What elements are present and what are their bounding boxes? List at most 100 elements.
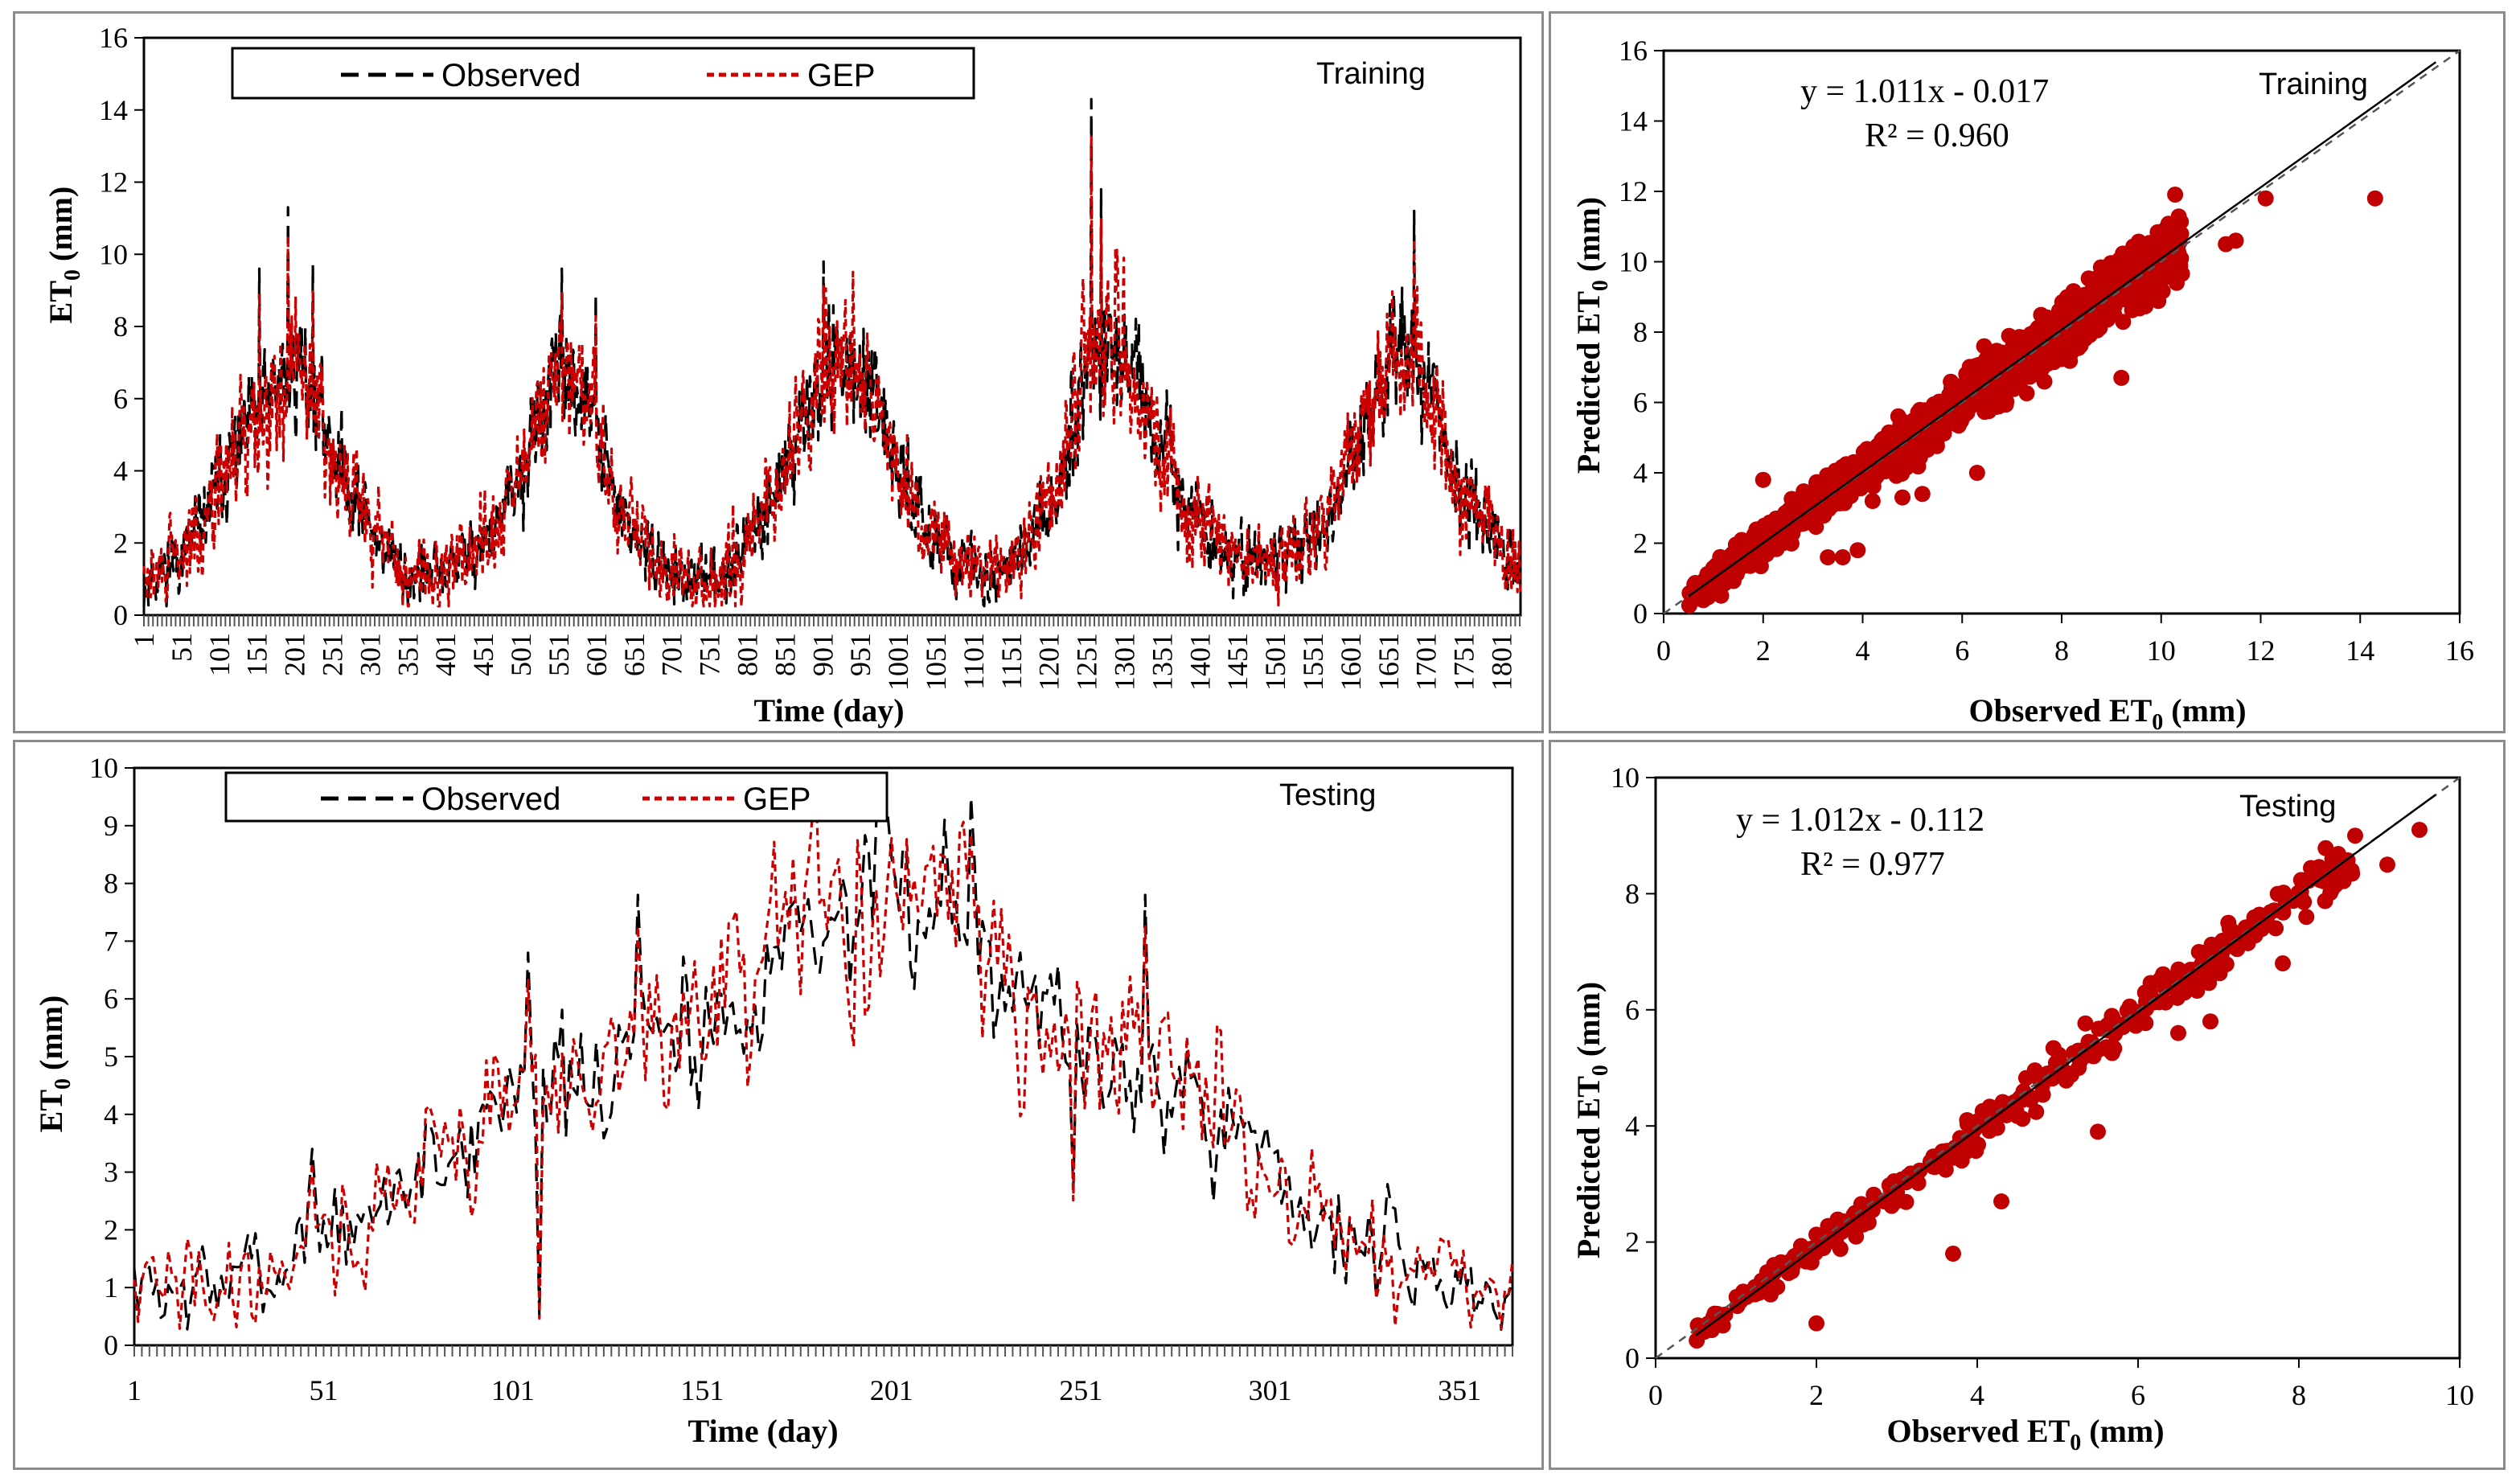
scatter-point: [2057, 294, 2074, 310]
x-axis-label: Observed ET0 (mm): [1886, 1413, 2164, 1455]
scatter-point: [1712, 548, 1729, 565]
scatter-point: [2070, 304, 2087, 321]
scatter-point: [2214, 945, 2231, 962]
scatter-point: [2298, 909, 2315, 926]
panel-note-training: Training: [2259, 68, 2368, 101]
x-tick-label: 101: [203, 633, 236, 676]
testing-scatter-plot: 0 2 4 6 8 10 0 2 4 6 8 10: [1611, 762, 2474, 1411]
scatter-point: [1986, 360, 2003, 377]
x-tick-label: 1051: [920, 633, 952, 691]
x-tick-label: 1101: [958, 633, 990, 690]
x-tick-label: 651: [618, 633, 651, 676]
legend: Observed GEP: [231, 47, 975, 100]
series-gep: [142, 133, 1522, 608]
y-tick-label: 2: [1633, 528, 1648, 560]
y-tick-label: 4: [104, 1098, 118, 1131]
plot-frame: [133, 766, 1514, 1347]
scatter-point: [1761, 514, 1778, 531]
scatter-point: [2136, 295, 2153, 312]
y-tick-label: 4: [1625, 1110, 1640, 1142]
x-tick-label: 1151: [995, 633, 1028, 690]
y-tick-label: 12: [1619, 175, 1648, 207]
y-tick-label: 7: [104, 925, 118, 957]
scatter-point: [2173, 265, 2190, 282]
training-timeseries-panel: 0 2 4 6 8 10 12 14 16 1 51 101 151 201 251 301 351 401 451…: [13, 11, 1544, 733]
x-tick-label: 10: [2147, 634, 2176, 667]
x-tick-label: 501: [505, 633, 537, 676]
scatter-point: [1993, 1193, 2009, 1210]
scatter-point: [2027, 362, 2044, 379]
y-tick-label: 4: [1633, 457, 1648, 489]
scatter-point: [1864, 493, 1881, 509]
scatter-point: [1730, 542, 1746, 559]
scatter-point: [2076, 286, 2093, 303]
scatter-point: [1888, 467, 1905, 484]
scatter-point: [2060, 334, 2077, 351]
y-tick-label: 2: [1625, 1226, 1640, 1258]
scatter-point: [1980, 403, 1997, 420]
y-tick-label: 4: [113, 455, 128, 487]
scatter-point: [2199, 974, 2216, 991]
panel-note-training: Training: [1316, 57, 1426, 91]
x-tick-label: 6: [2131, 1379, 2145, 1411]
scatter-point: [2103, 306, 2120, 322]
x-tick-label: 101: [491, 1374, 535, 1406]
scatter-point: [2028, 1103, 2045, 1120]
scatter-point: [2169, 252, 2186, 269]
scatter-point: [2117, 256, 2134, 273]
y-tick-label: 12: [99, 166, 128, 199]
scatter-point: [2170, 961, 2187, 978]
training-scatter-chart: 0 2 4 6 8 10 12 14 16 0 2 4 6 8 10 12 14 16 Predicted ET0…: [1570, 35, 2474, 735]
x-tick-label: 0: [1656, 634, 1671, 667]
x-tick-label: 4: [1856, 634, 1870, 667]
scatter-point: [1908, 444, 1925, 461]
x-tick-label: 1251: [1071, 633, 1103, 691]
y-tick-label: 8: [113, 310, 128, 343]
y-tick-label: 10: [1611, 762, 1640, 794]
scatter-point: [1834, 549, 1851, 565]
legend-observed-label: Observed: [421, 782, 560, 817]
scatter-point: [2005, 360, 2021, 377]
y-tick-label: 0: [104, 1329, 118, 1361]
scatter-point: [2311, 859, 2328, 876]
y-tick-label: 14: [99, 94, 128, 126]
scatter-point: [2170, 1024, 2186, 1041]
x-axis-label: Time (day): [687, 1413, 838, 1449]
training-scatter-panel: 0 2 4 6 8 10 12 14 16 0 2 4 6 8 10 12 14 16 Predicted ET0…: [1549, 11, 2506, 735]
scatter-point: [1960, 376, 1977, 393]
scatter-point: [2018, 385, 2035, 402]
y-tick-label: 2: [104, 1213, 118, 1246]
scatter-point: [2189, 983, 2206, 999]
y-tick-label: 5: [104, 1041, 118, 1073]
scatter-point: [2366, 190, 2383, 207]
y-tick-label: 8: [104, 868, 118, 900]
y-tick-label: 0: [1625, 1342, 1640, 1374]
scatter-point: [1825, 1230, 1842, 1246]
scatter-point: [1994, 1094, 2011, 1110]
y-tick-label: 0: [113, 599, 128, 631]
legend-gep-label: GEP: [743, 782, 811, 817]
scatter-point: [1849, 542, 1866, 559]
scatter-point: [1910, 1175, 1927, 1192]
x-tick-label: 1: [127, 1374, 142, 1406]
y-tick-label: 6: [104, 983, 118, 1015]
scatter-point: [2113, 369, 2130, 386]
x-tick-label: 251: [317, 633, 349, 676]
y-tick-label: 8: [1633, 316, 1648, 348]
scatter-point: [2115, 314, 2132, 330]
scatter-point: [1755, 471, 1771, 488]
scatter-point: [1735, 557, 1752, 574]
x-tick-label: 1001: [882, 633, 914, 691]
scatter-point: [2128, 1017, 2144, 1034]
scatter-point: [1747, 552, 1764, 569]
scatter-point: [1945, 1246, 1961, 1262]
scatter-point: [1681, 597, 1697, 614]
r-squared-value: R² = 0.977: [1800, 846, 1945, 883]
scatter-point: [2011, 329, 2028, 346]
scatter-point: [2257, 190, 2274, 207]
x-tick-label: 551: [543, 633, 575, 676]
scatter-point: [1808, 474, 1824, 491]
y-tick-label: 2: [113, 527, 128, 559]
